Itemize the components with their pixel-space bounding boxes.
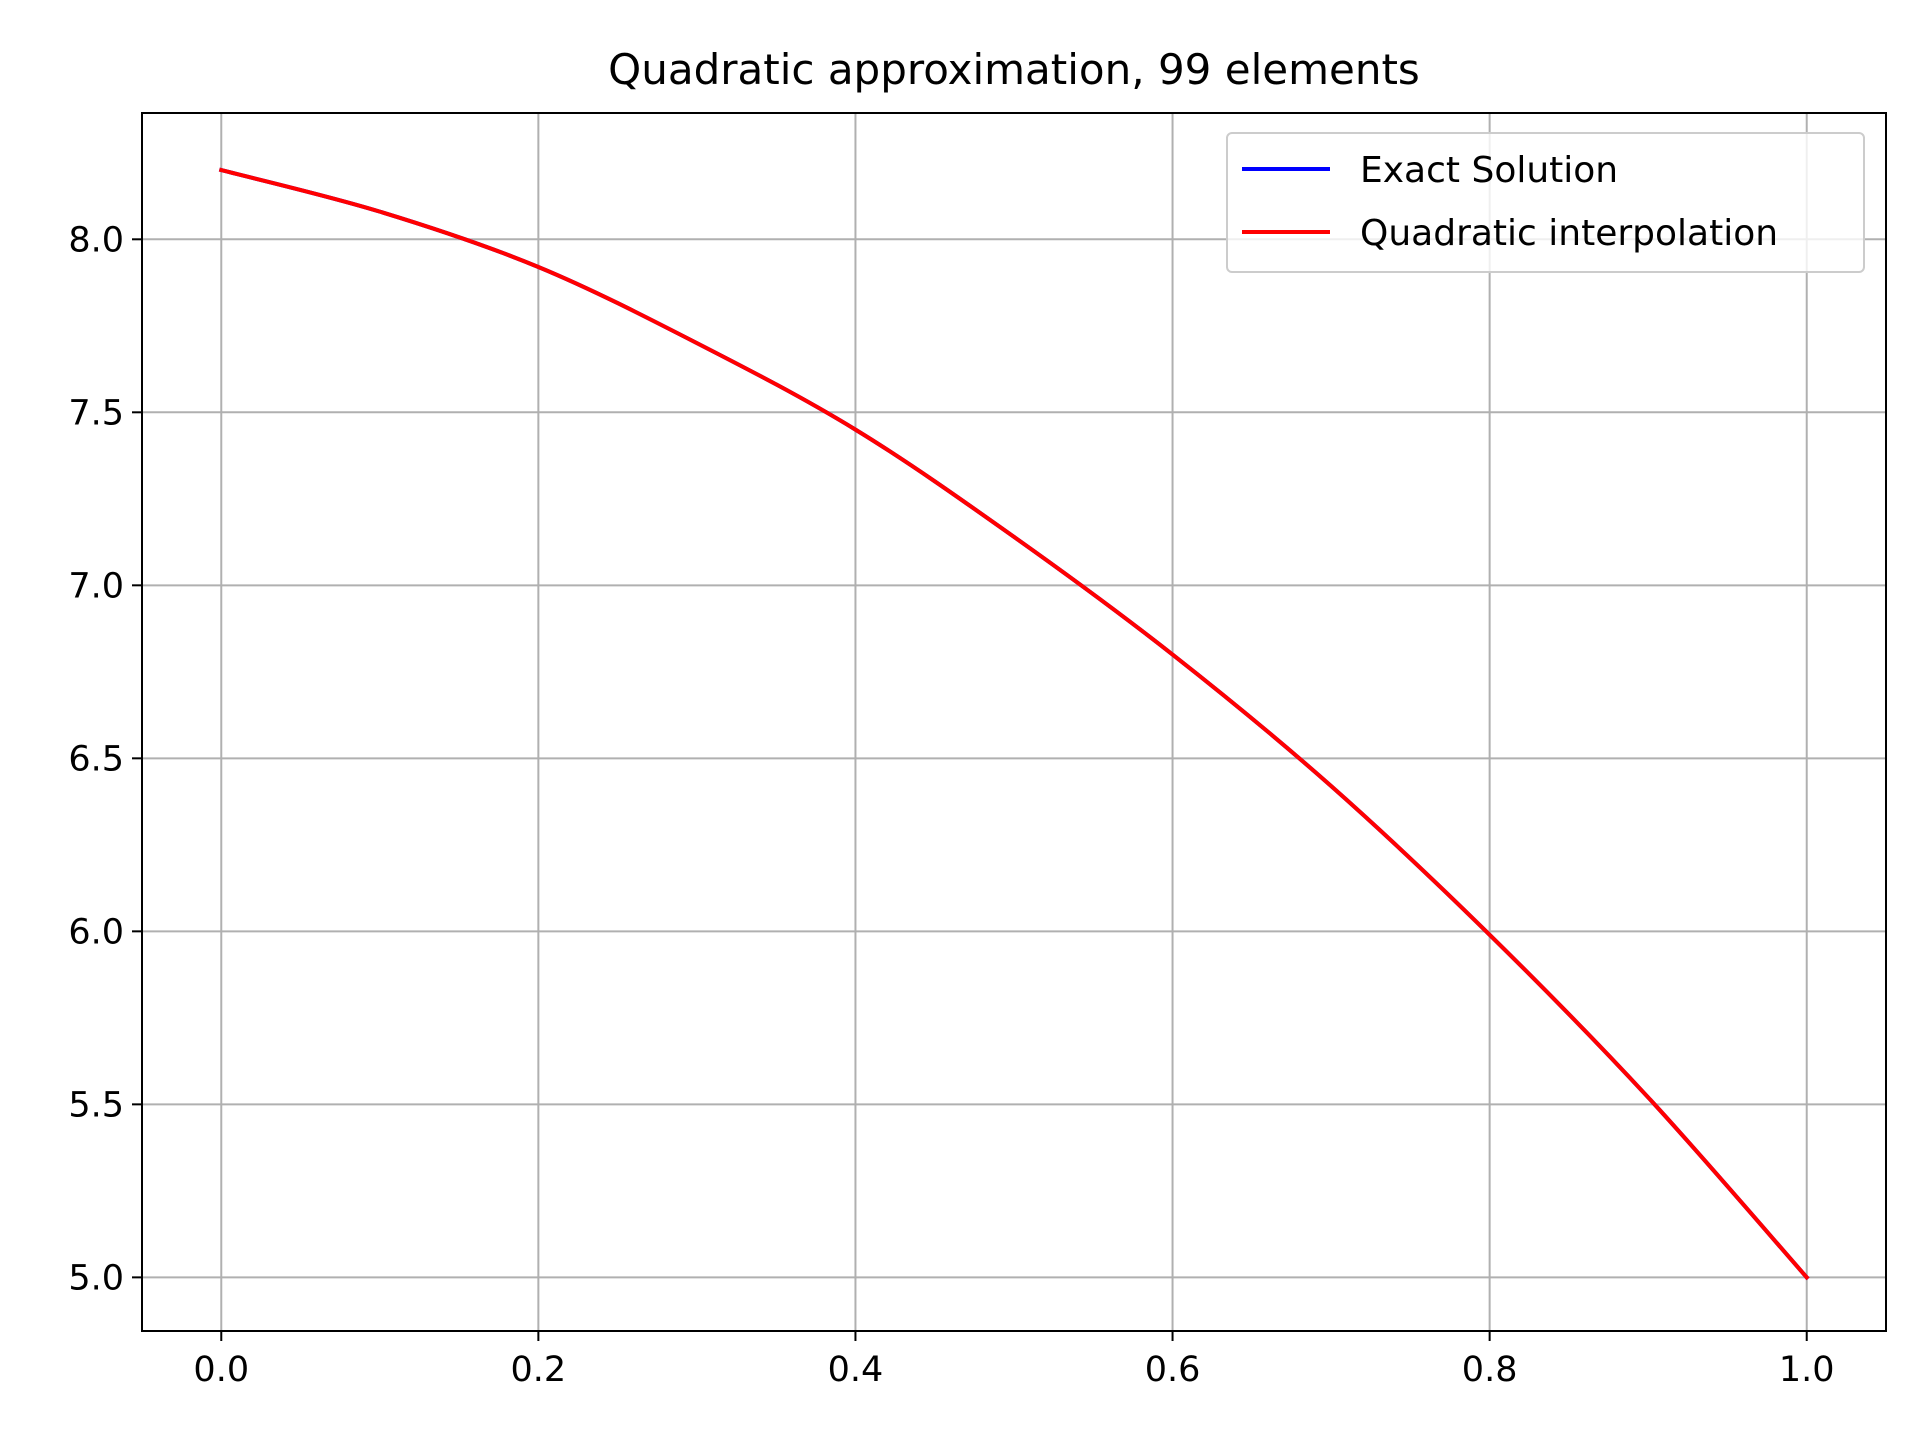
x-tick-label: 0.8 [1462,1350,1518,1390]
series-line-2 [218,167,1810,1281]
legend-label-1: Exact Solution [1360,150,1618,191]
legend: Exact Solution Quadratic interpolation [1226,132,1865,273]
axes-frame [141,112,1887,1332]
x-tick-label: 0.0 [193,1350,249,1390]
y-tick-label: 8.0 [68,220,124,260]
legend-box [1226,132,1865,273]
grid [142,113,1886,1331]
chart-title: Quadratic approximation, 99 elements [608,45,1420,94]
legend-label-2: Quadratic interpolation [1360,213,1778,254]
axis-ticks: 0.0 0.2 0.4 0.6 0.8 1.0 5.0 5.5 6.0 6.5 7.0 7.5 8.0 [68,220,1834,1390]
y-tick-label: 7.5 [68,393,124,433]
series-lines [218,167,1810,1281]
y-tick-label: 6.0 [68,912,124,952]
x-tick-label: 1.0 [1779,1350,1835,1390]
y-tick-label: 6.5 [68,739,124,779]
y-tick-label: 5.0 [68,1258,124,1298]
x-tick-label: 0.2 [511,1350,567,1390]
x-tick-label: 0.4 [828,1350,884,1390]
y-tick-label: 7.0 [68,566,124,606]
y-tick-label: 5.5 [68,1085,124,1125]
x-tick-label: 0.6 [1145,1350,1201,1390]
